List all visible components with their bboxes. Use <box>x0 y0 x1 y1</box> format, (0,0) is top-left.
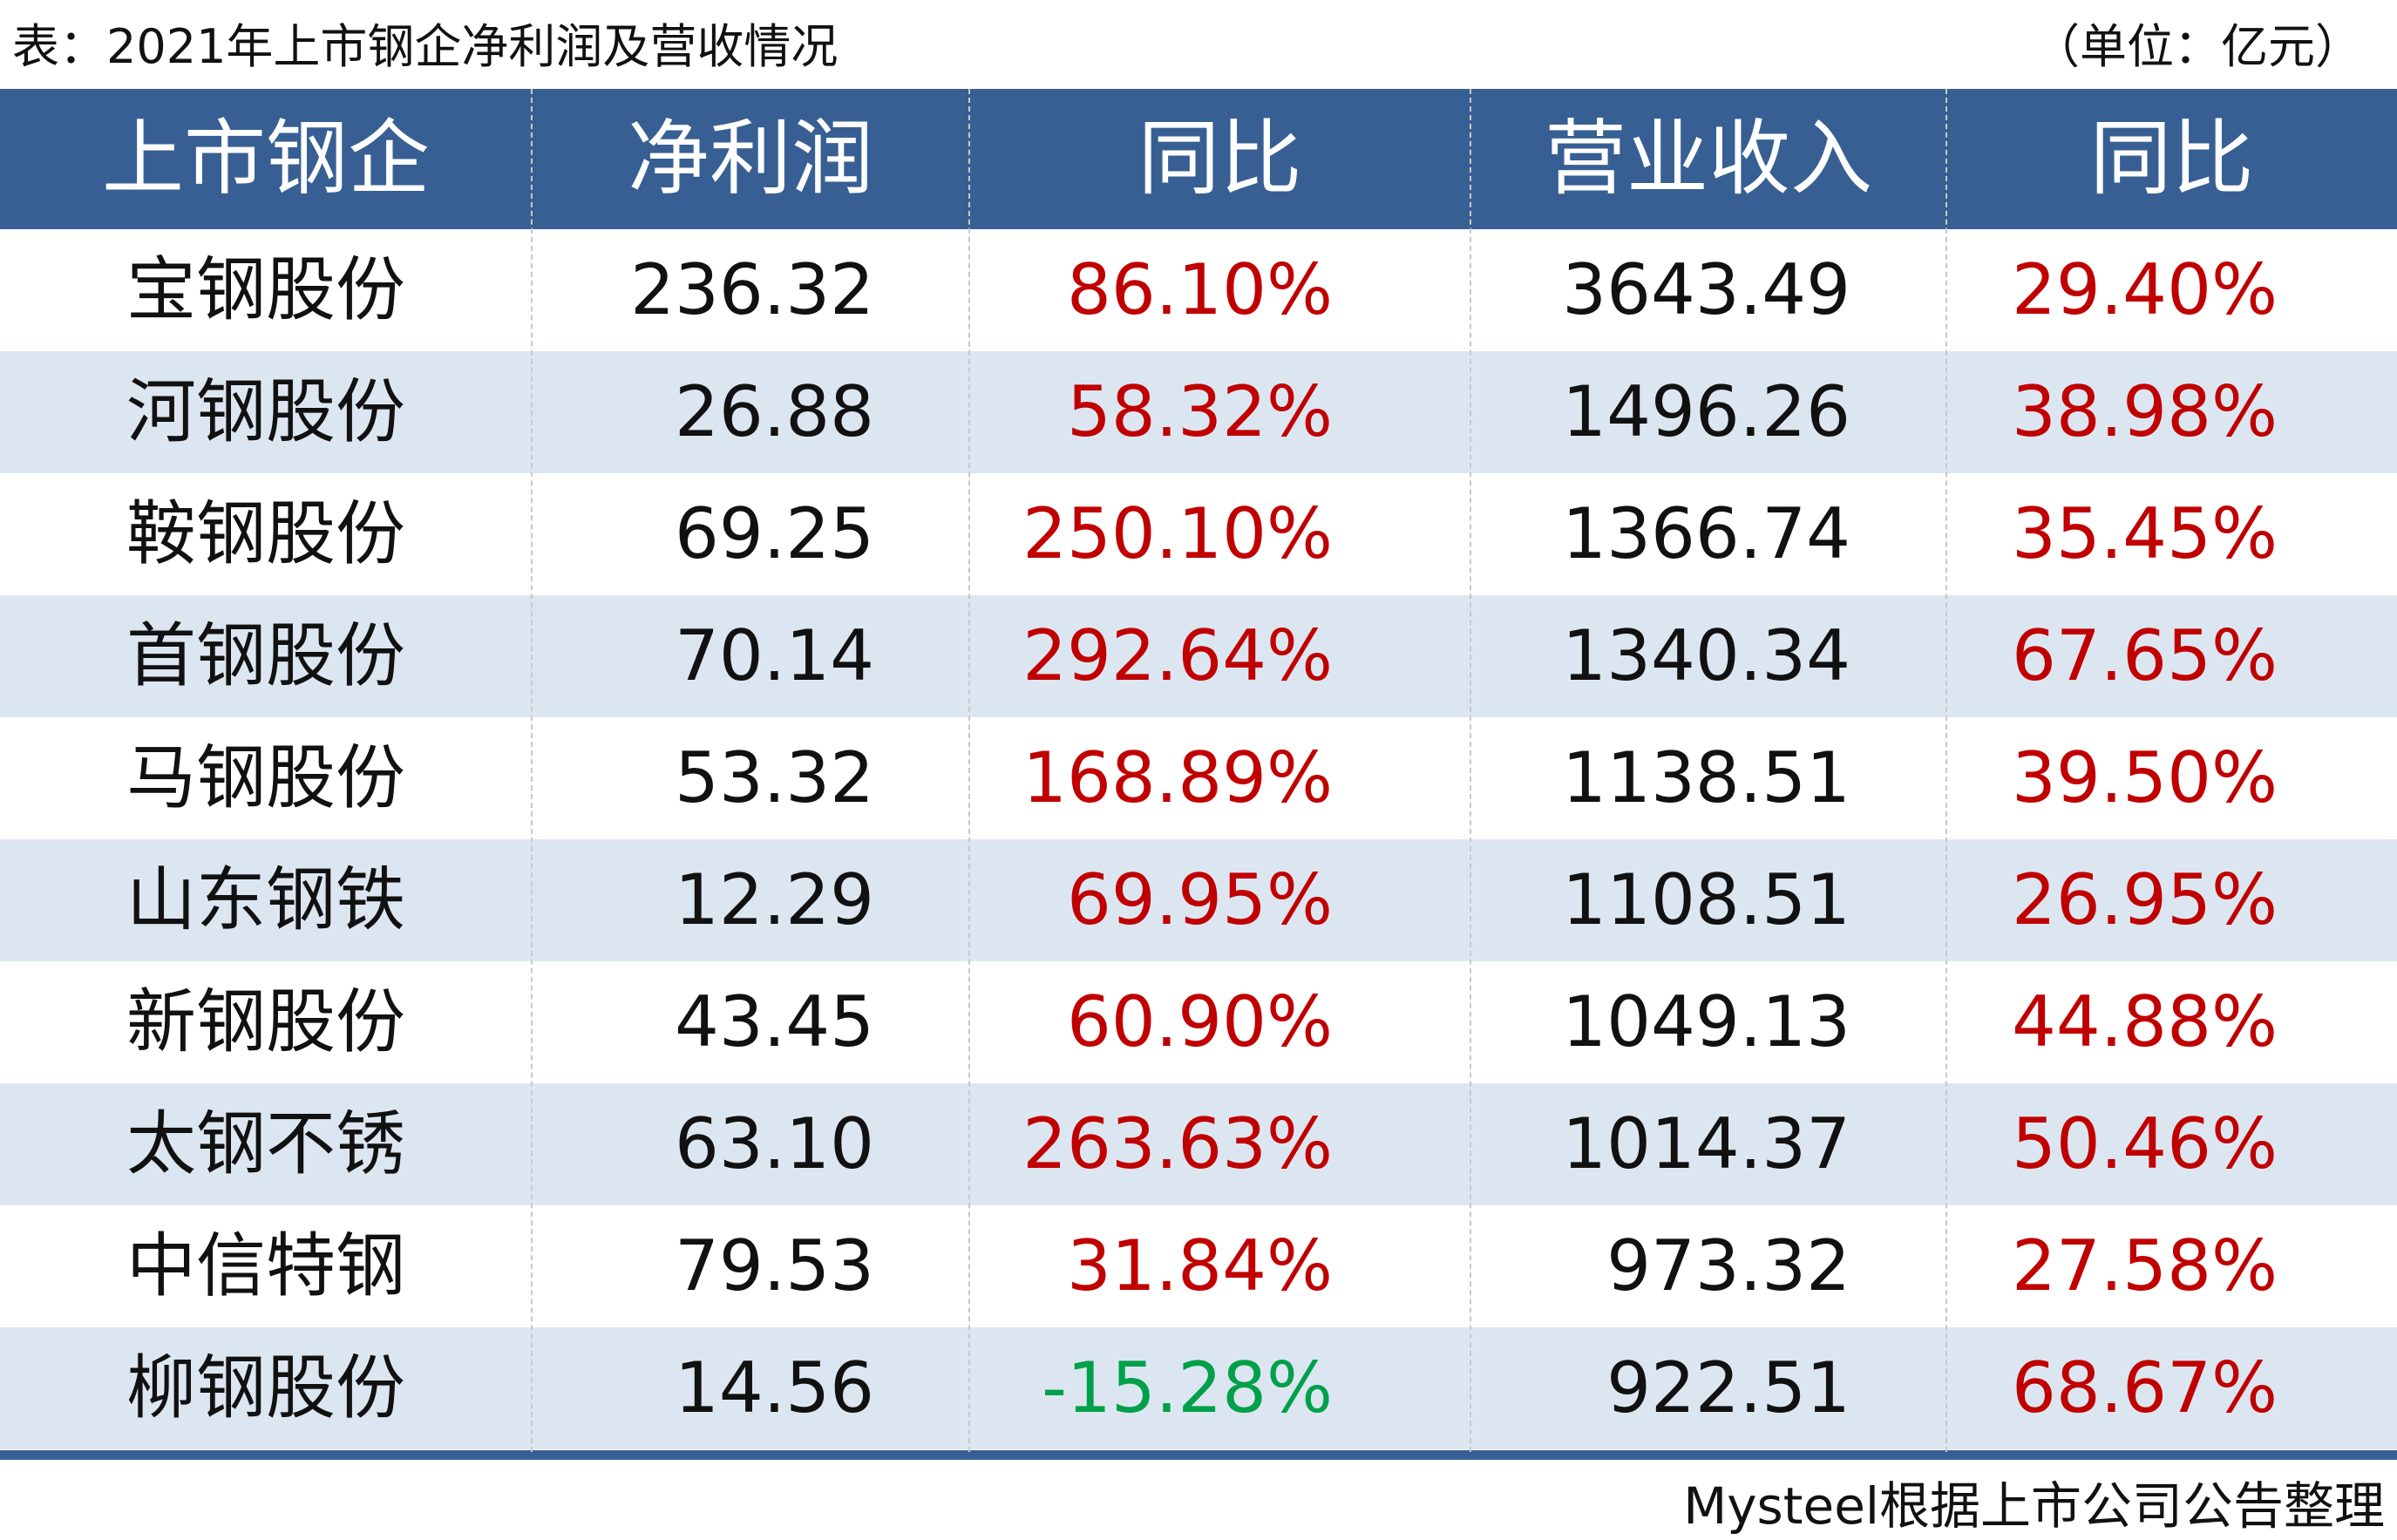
table-row: 马钢股份 53.32 168.89% 1138.51 39.50% <box>0 717 2397 839</box>
company-name: 马钢股份 <box>126 737 405 818</box>
value-cell: 292.64% <box>1022 615 1333 696</box>
value-cell: 67.65% <box>2011 615 2278 696</box>
value-cell: 68.67% <box>2011 1347 2278 1428</box>
column-divider <box>1470 89 1471 1452</box>
unit-label: （单位：亿元） <box>2033 19 2362 74</box>
value-cell: 236.32 <box>630 249 874 330</box>
value-cell: 39.50% <box>2011 737 2278 818</box>
table-row: 柳钢股份 14.56 -15.28% 922.51 68.67% <box>0 1327 2397 1449</box>
value-cell: 38.98% <box>2011 371 2278 452</box>
value-cell: 31.84% <box>1066 1225 1333 1306</box>
table-row: 首钢股份 70.14 292.64% 1340.34 67.65% <box>0 595 2397 717</box>
value-cell: 250.10% <box>1022 493 1333 574</box>
value-cell: 44.88% <box>2011 981 2278 1062</box>
column-header: 营业收入 <box>1544 112 1872 207</box>
value-cell: 60.90% <box>1066 981 1333 1062</box>
value-cell: 1496.26 <box>1562 371 1850 452</box>
value-cell: 86.10% <box>1066 249 1333 330</box>
table-row: 宝钢股份 236.32 86.10% 3643.49 29.40% <box>0 229 2397 351</box>
value-cell: 63.10 <box>674 1103 874 1184</box>
value-cell: 1340.34 <box>1562 615 1850 696</box>
table-header: 上市钢企 净利润 同比 营业收入 同比 <box>0 89 2397 229</box>
company-name: 首钢股份 <box>126 615 405 696</box>
value-cell: 50.46% <box>2011 1103 2278 1184</box>
value-cell: 29.40% <box>2011 249 2278 330</box>
value-cell: 35.45% <box>2011 493 2278 574</box>
table-row: 河钢股份 26.88 58.32% 1496.26 38.98% <box>0 351 2397 473</box>
value-cell: 1014.37 <box>1562 1103 1850 1184</box>
table-title: 表：2021年上市钢企净利润及营收情况 <box>12 19 839 74</box>
value-cell: 69.25 <box>674 493 874 574</box>
company-name: 新钢股份 <box>126 981 405 1062</box>
company-name: 太钢不锈 <box>126 1103 405 1184</box>
column-header: 上市钢企 <box>101 112 430 207</box>
table-row: 鞍钢股份 69.25 250.10% 1366.74 35.45% <box>0 473 2397 595</box>
value-cell: 973.32 <box>1606 1225 1850 1306</box>
value-cell: 168.89% <box>1022 737 1333 818</box>
column-divider <box>968 89 970 1452</box>
column-header: 净利润 <box>627 112 873 207</box>
column-divider <box>531 89 533 1452</box>
value-cell: 1366.74 <box>1562 493 1850 574</box>
company-name: 河钢股份 <box>126 371 405 452</box>
value-cell: 1138.51 <box>1562 737 1850 818</box>
value-cell: 43.45 <box>674 981 874 1062</box>
value-cell: 12.29 <box>674 859 874 940</box>
table-row: 新钢股份 43.45 60.90% 1049.13 44.88% <box>0 961 2397 1083</box>
column-divider <box>1945 89 1947 1452</box>
table-row: 山东钢铁 12.29 69.95% 1108.51 26.95% <box>0 839 2397 961</box>
table-row: 中信特钢 79.53 31.84% 973.32 27.58% <box>0 1205 2397 1327</box>
value-cell: 79.53 <box>674 1225 874 1306</box>
value-cell: 27.58% <box>2011 1225 2278 1306</box>
value-cell: 26.95% <box>2011 859 2278 940</box>
column-header: 同比 <box>1137 112 1302 207</box>
source-note: Mysteel根据上市公司公告整理 <box>1683 1476 2385 1536</box>
value-cell: 263.63% <box>1022 1103 1333 1184</box>
bottom-rule <box>0 1450 2397 1460</box>
column-header: 同比 <box>2089 112 2254 207</box>
company-name: 中信特钢 <box>126 1225 405 1306</box>
company-name: 山东钢铁 <box>126 859 405 940</box>
value-cell: 70.14 <box>674 615 874 696</box>
value-cell: 26.88 <box>674 371 874 452</box>
value-cell: 14.56 <box>674 1347 874 1428</box>
company-name: 鞍钢股份 <box>126 493 405 574</box>
company-name: 宝钢股份 <box>126 249 405 330</box>
value-cell: 3643.49 <box>1562 249 1850 330</box>
value-cell: 53.32 <box>674 737 874 818</box>
value-cell: 1049.13 <box>1562 981 1850 1062</box>
value-cell: 922.51 <box>1606 1347 1850 1428</box>
value-cell: 69.95% <box>1066 859 1333 940</box>
value-cell: 58.32% <box>1066 371 1333 452</box>
value-cell: 1108.51 <box>1562 859 1850 940</box>
company-name: 柳钢股份 <box>126 1347 405 1428</box>
table-row: 太钢不锈 63.10 263.63% 1014.37 50.46% <box>0 1083 2397 1205</box>
value-cell: -15.28% <box>1042 1347 1333 1428</box>
